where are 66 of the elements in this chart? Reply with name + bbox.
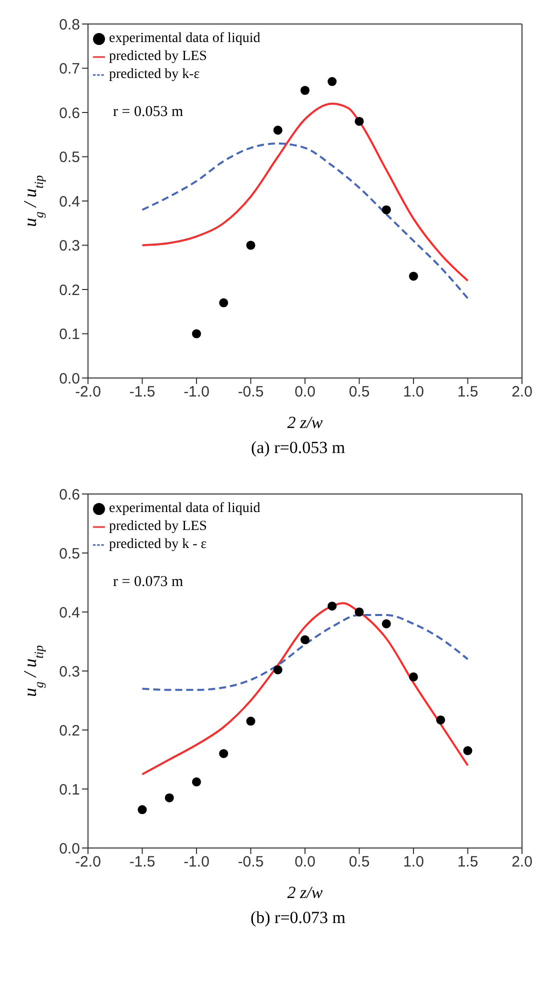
y-tick-label: 0.8 [59,16,80,34]
x-tick-label: 0.0 [294,384,316,401]
x-tick-label: -0.5 [238,384,264,401]
x-tick-label: 0.0 [294,854,316,871]
point [354,116,364,126]
legend-label: experimental data of liquid [109,31,260,46]
y-tick-label: 0.2 [59,722,80,740]
point [382,205,391,214]
x-tick-label: 0.5 [348,384,370,401]
point [219,298,228,308]
point [354,607,364,617]
y-tick-label: 0.5 [59,149,80,166]
legend-label: predicted by k-ε [109,67,200,82]
y-tick-label: 0.6 [59,104,80,122]
annotation: r = 0.073 m [113,574,184,591]
point [408,272,418,281]
point [408,672,418,682]
x-tick-label: 1.5 [457,854,478,871]
x-axis-title: 2 z/w [287,883,324,902]
x-tick-label: -0.5 [238,854,264,871]
x-tick-label: -1.0 [184,854,210,871]
x-tick-label: -1.5 [129,384,156,401]
legend-label: predicted by k - ε [109,537,207,552]
y-tick-label: 0.2 [59,282,80,299]
x-axis-title: 2 z/w [287,413,324,432]
y-tick-label: 0.6 [59,486,80,504]
point [246,716,256,726]
point [328,77,337,86]
y-tick-label: 0.5 [59,545,80,562]
line-series [141,142,469,300]
point [273,126,282,135]
point [463,746,472,756]
point [328,602,337,611]
x-tick-label: 1.5 [457,384,478,401]
x-tick-label: 1.0 [403,854,424,871]
y-tick-label: 0.3 [59,238,80,255]
x-tick-label: 1.0 [403,384,424,401]
legend-label: predicted by LES [109,49,207,64]
x-tick-label: 2.0 [512,384,532,401]
point [382,619,391,628]
y-tick-label: 0.1 [59,326,80,344]
x-tick-label: 0.5 [348,854,370,871]
annotation: r = 0.053 m [113,104,184,121]
point [300,635,310,644]
point [300,86,310,95]
y-tick-label: 0.4 [59,193,80,210]
point [192,329,202,338]
y-tick-label: 0.1 [59,781,80,798]
point [246,240,256,250]
text: (b) r=0.073 m [249,908,347,928]
point [273,665,282,674]
x-tick-label: 2.0 [512,854,532,871]
legend-label: predicted by LES [109,519,207,534]
point [436,715,446,724]
legend-label: experimental data of liquid [109,501,260,516]
point [138,805,147,814]
x-tick-label: -1.5 [129,854,156,871]
line-series [141,602,469,776]
point [192,777,202,786]
point [164,793,174,802]
x-tick-label: -1.0 [184,384,210,401]
y-tick-label: 0.3 [59,663,80,680]
y-tick-label: 0.7 [59,60,80,78]
point [219,749,228,758]
y-tick-label: 0.4 [59,604,80,622]
text: (a) r=0.053 m [250,438,346,458]
